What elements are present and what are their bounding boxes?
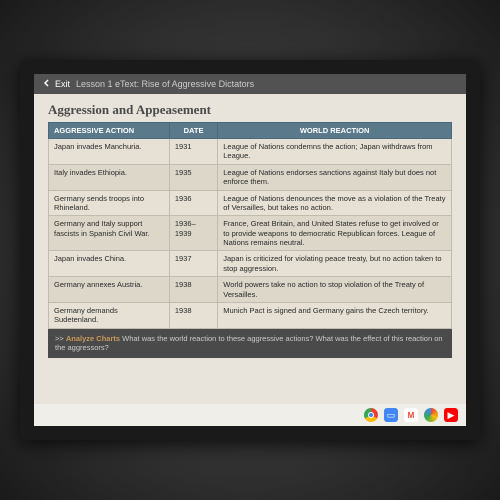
page-title: Aggression and Appeasement [48,102,452,118]
docs-icon[interactable]: ▭ [384,408,398,422]
cell-action: Germany demands Sudetenland. [49,302,170,328]
table-row: Japan invades China.1937Japan is critici… [49,251,452,277]
cell-date: 1936 [169,190,217,216]
cell-date: 1938 [169,302,217,328]
cell-date: 1937 [169,251,217,277]
table-row: Germany sends troops into Rhineland.1936… [49,190,452,216]
cell-action: Germany sends troops into Rhineland. [49,190,170,216]
photos-icon[interactable] [424,408,438,422]
cell-date: 1938 [169,277,217,303]
analyze-prefix: >> [55,334,66,343]
cell-reaction: World powers take no action to stop viol… [218,277,452,303]
topbar: Exit Lesson 1 eText: Rise of Aggressive … [34,74,466,94]
youtube-icon[interactable]: ▶ [444,408,458,422]
header-action: AGGRESSIVE ACTION [49,123,170,139]
gmail-icon[interactable]: M [404,408,418,422]
chrome-icon[interactable] [364,408,378,422]
screen: Exit Lesson 1 eText: Rise of Aggressive … [34,74,466,426]
back-arrow-icon [42,78,52,90]
shelf: ▭ M ▶ [34,404,466,426]
cell-reaction: France, Great Britain, and United States… [218,216,452,251]
cell-action: Japan invades Manchuria. [49,139,170,165]
cell-date: 1931 [169,139,217,165]
cell-action: Germany annexes Austria. [49,277,170,303]
analyze-prompt: >> Analyze Charts What was the world rea… [48,329,452,359]
header-date: DATE [169,123,217,139]
cell-reaction: Japan is criticized for violating peace … [218,251,452,277]
cell-action: Japan invades China. [49,251,170,277]
cell-reaction: League of Nations endorses sanctions aga… [218,164,452,190]
cell-date: 1935 [169,164,217,190]
content-area: Aggression and Appeasement AGGRESSIVE AC… [34,94,466,404]
cell-date: 1936–1939 [169,216,217,251]
analyze-label: Analyze Charts [66,334,120,343]
cell-reaction: Munich Pact is signed and Germany gains … [218,302,452,328]
table-row: Germany annexes Austria.1938World powers… [49,277,452,303]
exit-label: Exit [55,79,70,89]
exit-button[interactable]: Exit [42,78,70,90]
table-row: Germany and Italy support fascists in Sp… [49,216,452,251]
table-header-row: AGGRESSIVE ACTION DATE WORLD REACTION [49,123,452,139]
header-reaction: WORLD REACTION [218,123,452,139]
cell-reaction: League of Nations condemns the action; J… [218,139,452,165]
table-row: Germany demands Sudetenland.1938Munich P… [49,302,452,328]
table-row: Japan invades Manchuria.1931League of Na… [49,139,452,165]
table-row: Italy invades Ethiopia.1935League of Nat… [49,164,452,190]
cell-action: Italy invades Ethiopia. [49,164,170,190]
cell-action: Germany and Italy support fascists in Sp… [49,216,170,251]
breadcrumb: Lesson 1 eText: Rise of Aggressive Dicta… [76,79,254,89]
monitor-frame: Exit Lesson 1 eText: Rise of Aggressive … [20,60,480,440]
cell-reaction: League of Nations denounces the move as … [218,190,452,216]
aggression-table: AGGRESSIVE ACTION DATE WORLD REACTION Ja… [48,122,452,329]
